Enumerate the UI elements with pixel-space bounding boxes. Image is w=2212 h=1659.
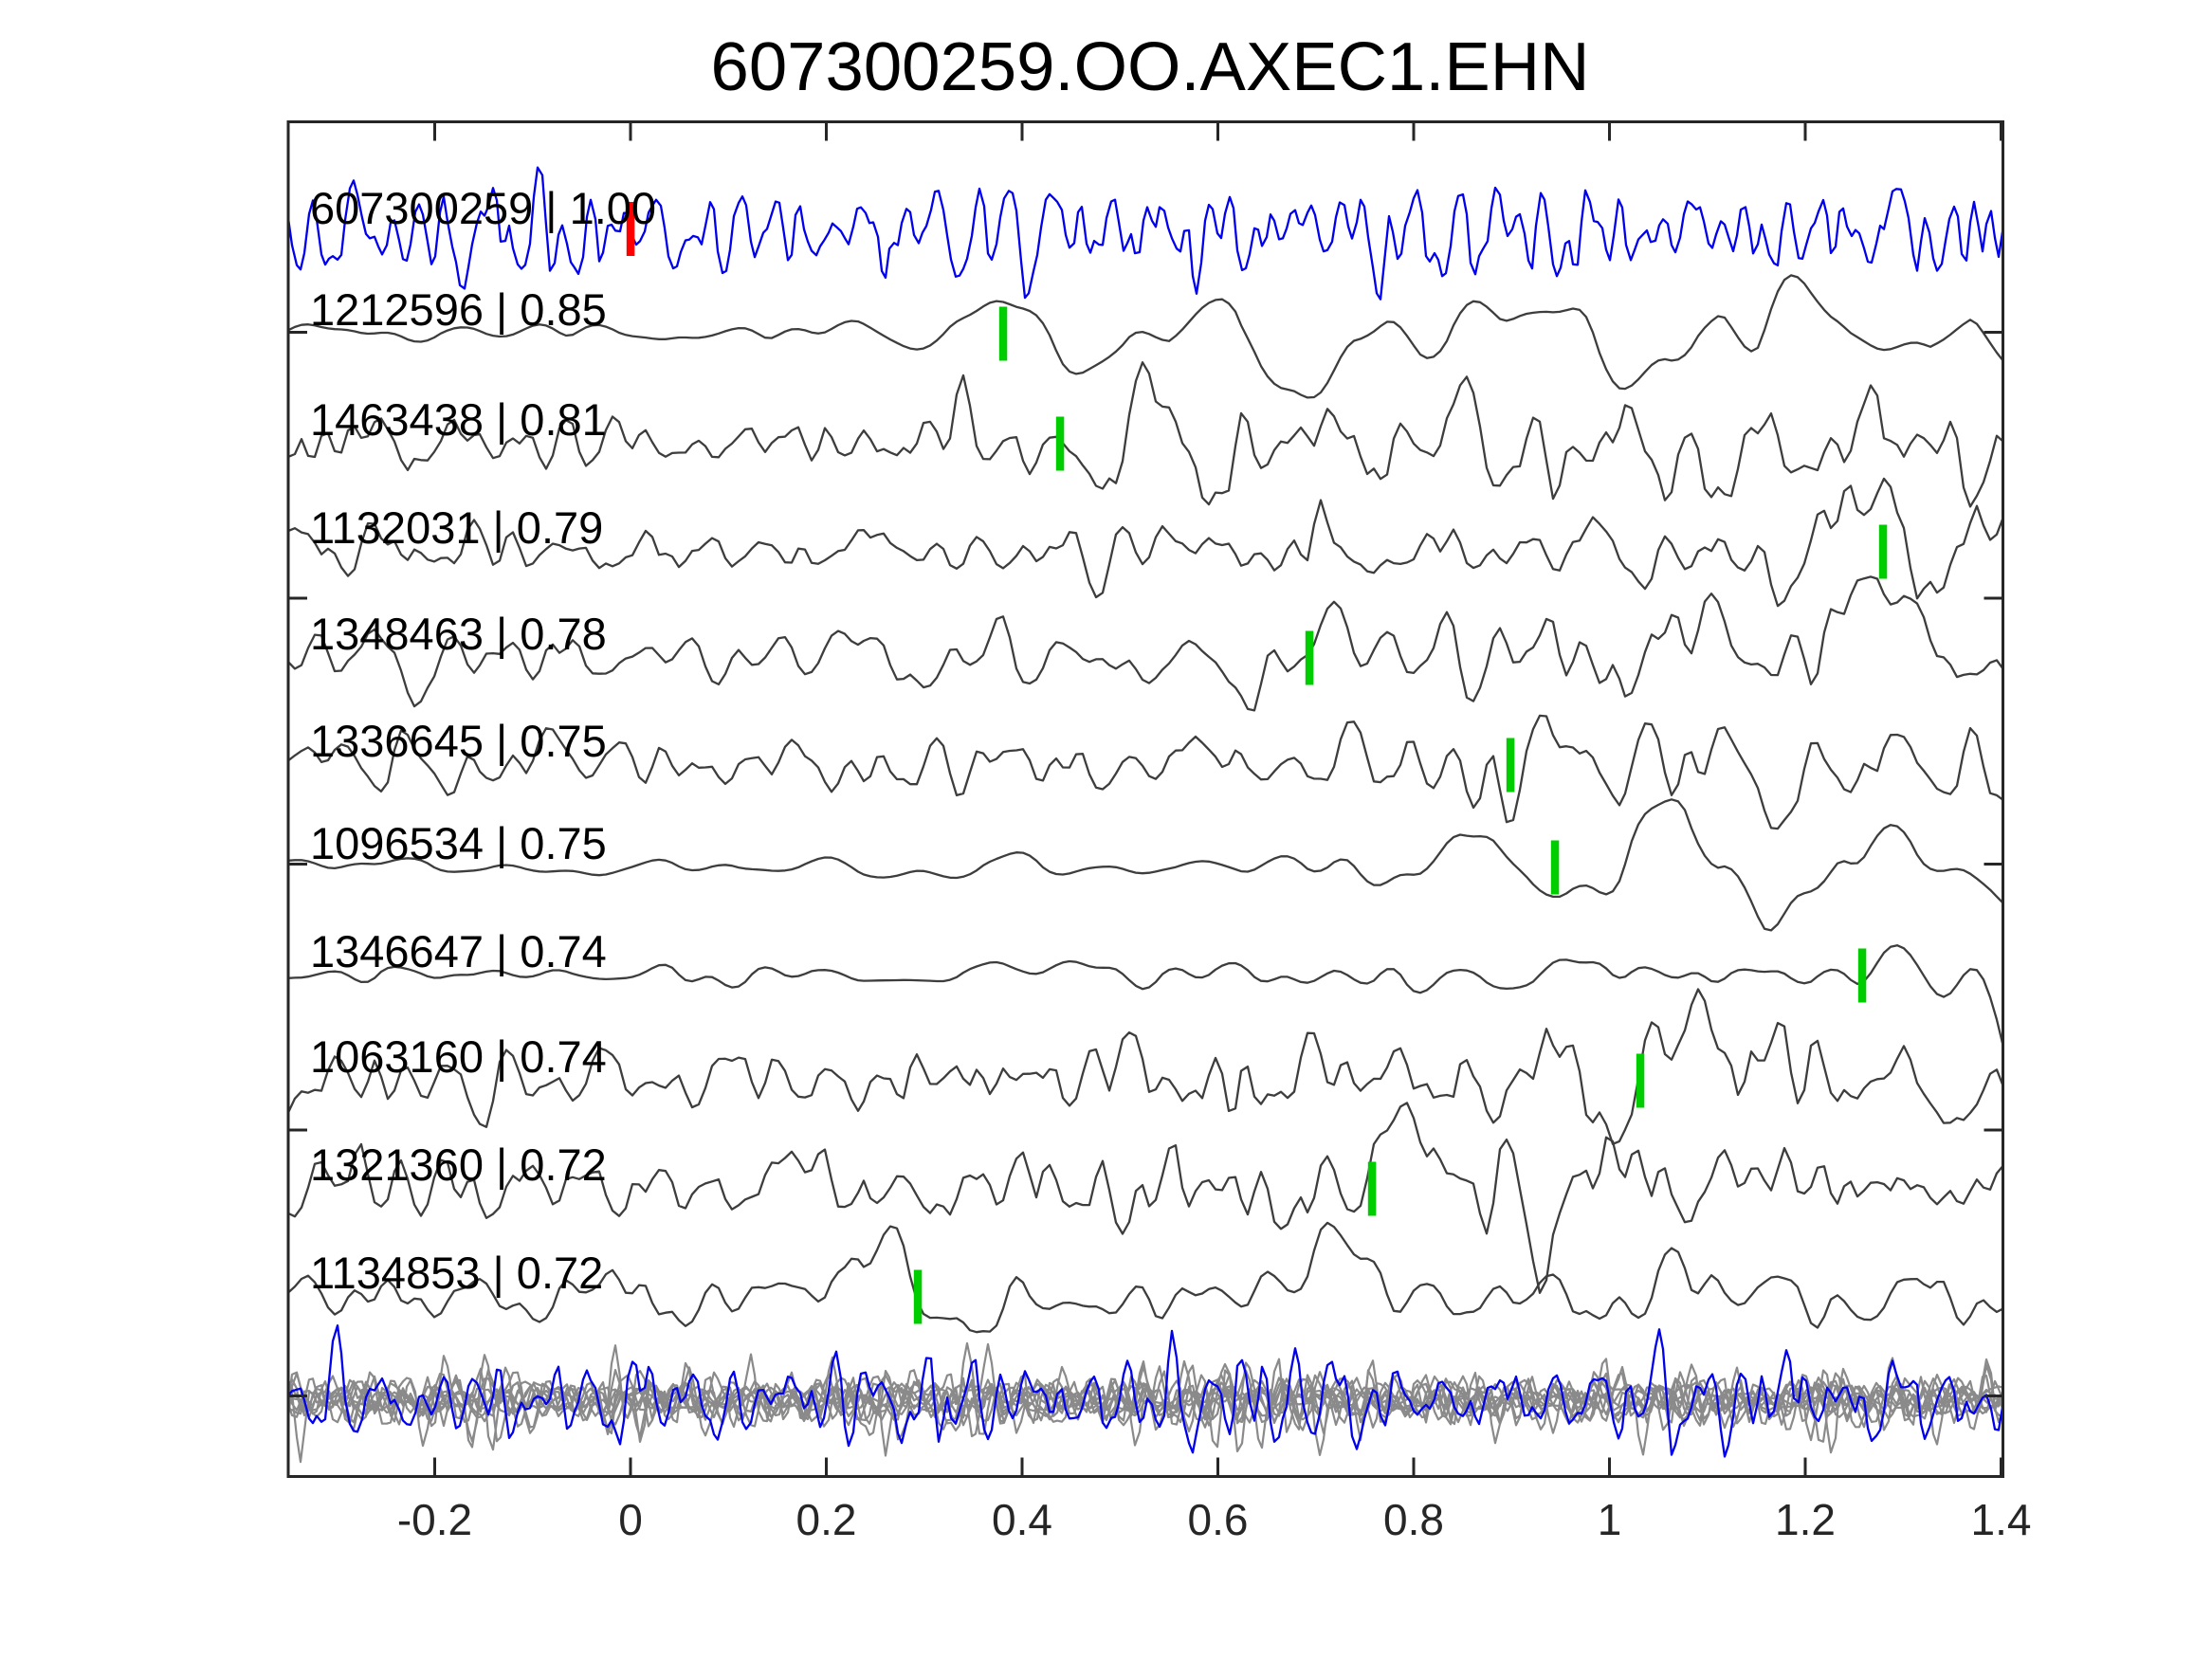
svg-text:1212596 | 0.85: 1212596 | 0.85 — [310, 284, 607, 335]
svg-text:1: 1 — [1598, 1495, 1622, 1544]
svg-text:1063160 | 0.74: 1063160 | 0.74 — [310, 1031, 607, 1082]
svg-text:607300259.OO.AXEC1.EHN: 607300259.OO.AXEC1.EHN — [711, 28, 1590, 105]
svg-text:1336645 | 0.75: 1336645 | 0.75 — [310, 716, 607, 766]
svg-text:1463438 | 0.81: 1463438 | 0.81 — [310, 394, 607, 445]
svg-text:0.2: 0.2 — [796, 1495, 857, 1544]
svg-text:0.8: 0.8 — [1383, 1495, 1444, 1544]
svg-text:-0.2: -0.2 — [397, 1495, 472, 1544]
svg-text:0: 0 — [618, 1495, 643, 1544]
svg-text:1132031 | 0.79: 1132031 | 0.79 — [310, 502, 603, 553]
svg-text:1321360 | 0.72: 1321360 | 0.72 — [310, 1139, 607, 1190]
svg-text:607300259 | 1.00: 607300259 | 1.00 — [310, 183, 656, 233]
svg-text:1096534 | 0.75: 1096534 | 0.75 — [310, 818, 607, 868]
svg-text:1.2: 1.2 — [1775, 1495, 1836, 1544]
svg-text:0.6: 0.6 — [1188, 1495, 1249, 1544]
svg-text:1134853 | 0.72: 1134853 | 0.72 — [310, 1248, 603, 1298]
svg-text:1.4: 1.4 — [1971, 1495, 2032, 1544]
svg-text:1346647 | 0.74: 1346647 | 0.74 — [310, 926, 607, 976]
svg-text:0.4: 0.4 — [992, 1495, 1052, 1544]
svg-text:1348463 | 0.78: 1348463 | 0.78 — [310, 609, 607, 659]
